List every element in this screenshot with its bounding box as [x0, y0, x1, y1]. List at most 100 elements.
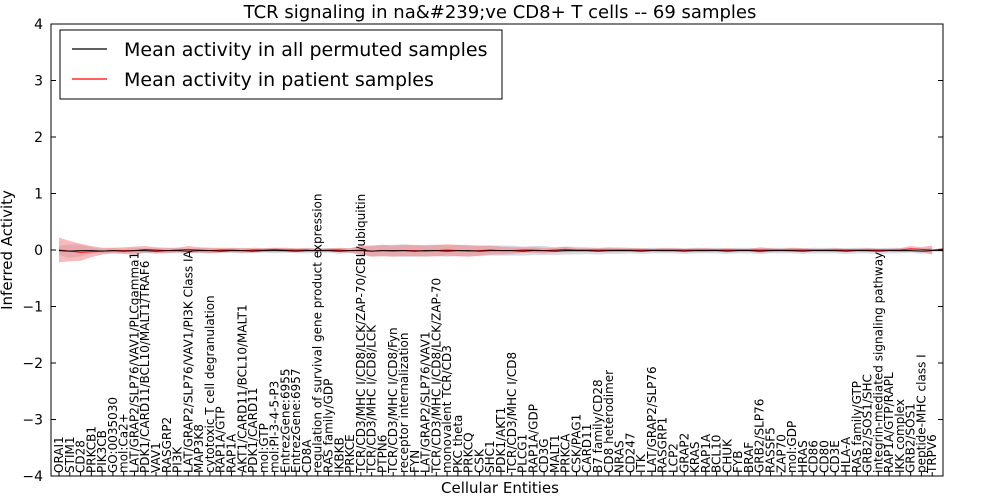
x-category-label: PRKCB1 [84, 426, 98, 473]
x-category-label: LAT/GRAP2/SLP76/VAV1/PLCgamma1 [128, 252, 142, 473]
y-axis-title: Inferred Activity [0, 190, 16, 310]
x-category-label: PTPN6 [375, 435, 389, 473]
x-category-label: cytotoxic T cell degranulation [203, 295, 217, 473]
x-category-label: TRPV6 [925, 434, 939, 474]
x-category-label: RASGRP1 [656, 417, 670, 473]
x-category-label: IKK complex [893, 399, 907, 473]
x-category-label: RAP1A [225, 433, 239, 473]
x-category-label: AKT1/CARD11/BCL10/MALT1 [235, 304, 249, 473]
x-category-label: GRB2/SOS1/SHC [861, 374, 875, 473]
x-category-label: EntrezGene:6957 [289, 369, 303, 474]
x-category-label: CD8 heterodimer [602, 370, 616, 473]
x-category-label: RASGRP2 [160, 417, 174, 473]
y-tick-label: 1 [34, 187, 43, 203]
x-category-label: IKBKB [332, 437, 346, 473]
x-category-label: TCR/CD3/MHC I/CD8/Fyn [386, 327, 400, 474]
x-category-label: RAP1A/GTP/RAPL [882, 372, 896, 473]
x-category-label: CHUK [720, 438, 734, 473]
x-category-label: MAP3K8 [192, 424, 206, 473]
plot-frame [50, 23, 944, 477]
x-category-label: mol:PI-3-4-5-P3 [268, 381, 282, 473]
x-category-label: NRAS [613, 440, 627, 473]
x-category-label: GRB2/SLP76 [753, 399, 767, 473]
legend-label-permuted: Mean activity in all permuted samples [124, 39, 487, 61]
x-category-label: CSK [472, 448, 486, 473]
x-category-label: CD3G [537, 438, 551, 473]
x-category-label: GRAP2 [677, 433, 691, 473]
x-category-label: PLCG1 [516, 434, 530, 473]
x-category-label: mol:Ca2+ [117, 413, 131, 473]
y-tick-label: −2 [22, 356, 43, 372]
y-tick-label: −4 [22, 469, 43, 485]
x-category-label: RASSF5 [764, 427, 778, 473]
x-category-label: FYN [408, 450, 422, 473]
legend-label-patient: Mean activity in patient samples [124, 69, 434, 91]
x-category-label: PDK1/AKT1 [494, 407, 508, 473]
x-category-label: peptide-MHC class I [914, 354, 928, 473]
series-lines [58, 248, 944, 253]
x-category-label: TCR/CD3/MHC I/CD8/LCK/ZAP-70 [429, 278, 443, 474]
x-category-label: RAP1A/GTP [214, 406, 228, 473]
x-category-label: PDK1/CARD11/BCL10/MALT1/TRAF6 [138, 261, 152, 473]
x-category-label: CD8A [300, 439, 314, 473]
x-category-label: ORAI1 [52, 436, 66, 473]
x-category-label: TCR/CD3/MHC I/CD8/LCK/ZAP-70/CBL/ubiquit… [354, 194, 368, 474]
x-category-label: HRAS [796, 440, 810, 473]
x-category-label: ZAP70 [774, 434, 788, 473]
legend-box [59, 29, 503, 100]
x-axis-ticks [58, 472, 933, 476]
x-category-label: monovalent TCR/CD3 [440, 345, 454, 473]
x-category-label: LAT/GRAP2/SLP76/VAV1/PI3K Class IA [181, 249, 195, 473]
x-category-label: CD28 [74, 440, 88, 473]
x-category-label: mol:GDP [785, 421, 799, 473]
x-category-label: integrin-mediated signaling pathway [871, 252, 885, 473]
x-category-label: GRB2/SOS1 [904, 403, 918, 473]
x-category-label: EntrezGene:6955 [278, 369, 292, 474]
x-category-label: CSK/PAG1 [570, 414, 584, 473]
x-axis-category-labels: ORAI1STIM1CD28PRKCB1PIK3CBGO:0035030mol:… [52, 194, 939, 474]
line-permuted [58, 250, 943, 252]
x-category-label: GO:0035030 [106, 397, 120, 473]
x-category-label: PKC theta [451, 415, 465, 473]
x-category-label: LCP2 [667, 443, 681, 473]
x-category-label: BCL10 [710, 435, 724, 473]
x-axis-title: Cellular Entities [441, 479, 559, 497]
x-category-label: BRAF [742, 442, 756, 473]
x-category-label: RAP1A [699, 433, 713, 473]
x-category-label: STIM1 [63, 437, 77, 473]
x-category-label: RAS family/GTP [850, 381, 864, 473]
x-category-label: PIK3CB [95, 430, 109, 473]
x-category-label: CD247 [623, 432, 637, 473]
x-category-label: mol:GTP [257, 423, 271, 473]
x-category-label: CD80 [817, 440, 831, 473]
x-category-label: VAV1 [149, 442, 163, 473]
x-category-label: PRKCA [559, 433, 573, 473]
x-category-label: CD3E [828, 440, 842, 473]
x-category-label: receptor internalization [397, 333, 411, 473]
x-category-label: SHC1 [483, 440, 497, 473]
x-category-label: PRKCE [343, 434, 357, 473]
x-category-label: MALT1 [548, 434, 562, 473]
x-category-label: CARD11 [580, 424, 594, 473]
y-tick-label: 2 [34, 130, 43, 146]
y-tick-label: 4 [34, 17, 43, 33]
x-category-label: HLA-A [839, 436, 853, 473]
x-category-label: RAS family/GDP [322, 379, 336, 473]
legend: Mean activity in all permuted samples Me… [59, 29, 503, 100]
y-tick-label: −1 [22, 300, 43, 316]
x-category-label: TCR/CD3/MHC I/CD8/LCK [365, 324, 379, 474]
y-tick-label: 3 [34, 74, 43, 90]
x-category-label: regulation of survival gene product expr… [311, 194, 325, 473]
x-category-label: KRAS [688, 441, 702, 473]
x-category-label: LAT/GRAP2/SLP76/VAV1 [419, 332, 433, 473]
x-category-label: ITK [634, 453, 648, 473]
x-category-label: FYB [731, 451, 745, 473]
x-category-label: CD86 [807, 440, 821, 473]
y-axis-ticks: 4 3 2 1 0 −1 −2 −3 −4 [22, 17, 943, 485]
y-tick-label: −3 [22, 413, 43, 429]
x-category-label: PDK1/CARD11 [246, 388, 260, 473]
x-category-label: B7 family/CD28 [591, 379, 605, 473]
x-category-label: RAP1A/GDP [526, 404, 540, 473]
x-category-label: PI3K [171, 446, 185, 473]
